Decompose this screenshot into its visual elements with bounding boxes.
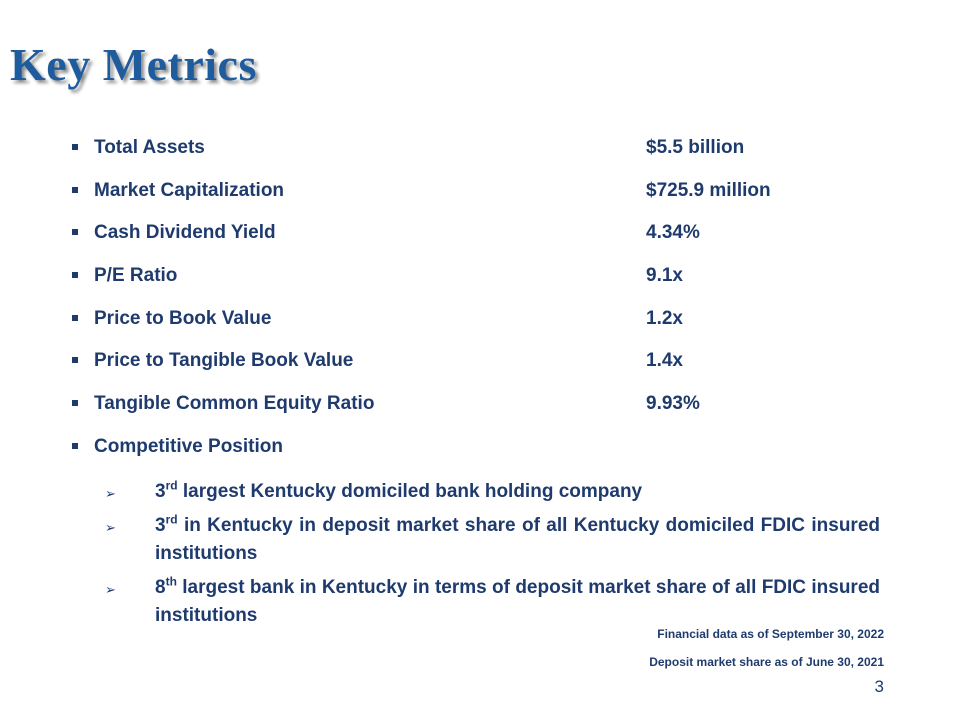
metrics-list: Total Assets $5.5 billion Market Capital…	[70, 137, 830, 479]
ordinal-suffix: rd	[165, 512, 178, 527]
metric-tangible-common-equity: Tangible Common Equity Ratio 9.93%	[70, 393, 830, 436]
square-bullet-icon	[72, 442, 78, 449]
metric-label: Price to Book Value	[94, 307, 272, 329]
square-bullet-icon	[72, 272, 78, 279]
square-bullet-icon	[72, 357, 78, 364]
metric-label: Price to Tangible Book Value	[94, 350, 354, 372]
metric-cash-dividend-yield: Cash Dividend Yield 4.34%	[70, 222, 830, 265]
metric-value: 9.1x	[646, 265, 683, 287]
footnote-deposit-share: Deposit market share as of June 30, 2021	[649, 655, 884, 669]
metric-label: Tangible Common Equity Ratio	[94, 393, 375, 415]
metric-value: 9.93%	[646, 393, 700, 415]
metric-label: Total Assets	[94, 137, 205, 158]
metric-label: Cash Dividend Yield	[94, 222, 276, 244]
square-bullet-icon	[72, 186, 78, 193]
item-text: in Kentucky in deposit market share of a…	[155, 515, 880, 564]
arrow-bullet-icon: ➢	[105, 520, 116, 535]
ordinal-number: 3	[155, 481, 166, 502]
metric-value: $725.9 million	[646, 179, 771, 201]
metric-market-capitalization: Market Capitalization $725.9 million	[70, 180, 830, 223]
ordinal-number: 8	[155, 577, 166, 598]
square-bullet-icon	[72, 229, 78, 236]
metric-value: 1.4x	[646, 350, 683, 372]
page-number: 3	[874, 677, 884, 696]
metric-label: Competitive Position	[94, 435, 283, 457]
ordinal-number: 3	[155, 515, 166, 536]
metric-price-to-book: Price to Book Value 1.2x	[70, 308, 830, 351]
footnote-financial-data: Financial data as of September 30, 2022	[657, 627, 884, 641]
metric-pe-ratio: P/E Ratio 9.1x	[70, 265, 830, 308]
slide-title: Key Metrics	[10, 39, 257, 90]
arrow-bullet-icon: ➢	[105, 486, 116, 501]
metric-value: $5.5 billion	[646, 137, 745, 158]
ordinal-suffix: rd	[165, 478, 178, 493]
list-item: ➢ 3rd largest Kentucky domiciled bank ho…	[105, 478, 880, 506]
list-item-text: 8th largest bank in Kentucky in terms of…	[155, 574, 880, 630]
ordinal-suffix: th	[165, 574, 177, 589]
item-text: largest Kentucky domiciled bank holding …	[177, 481, 643, 502]
list-item: ➢ 8th largest bank in Kentucky in terms …	[105, 574, 880, 630]
item-text: largest bank in Kentucky in terms of dep…	[155, 577, 880, 626]
square-bullet-icon	[72, 144, 78, 150]
competitive-position-list: ➢ 3rd largest Kentucky domiciled bank ho…	[105, 478, 880, 636]
list-item-text: 3rd in Kentucky in deposit market share …	[155, 512, 880, 568]
arrow-bullet-icon: ➢	[105, 582, 116, 597]
metric-price-to-tangible-book: Price to Tangible Book Value 1.4x	[70, 350, 830, 393]
metric-total-assets: Total Assets $5.5 billion	[70, 137, 830, 180]
list-item-text: 3rd largest Kentucky domiciled bank hold…	[155, 478, 880, 506]
metric-competitive-position: Competitive Position	[70, 436, 830, 479]
metric-value: 1.2x	[646, 307, 683, 329]
list-item: ➢ 3rd in Kentucky in deposit market shar…	[105, 512, 880, 568]
metric-label: Market Capitalization	[94, 179, 285, 201]
square-bullet-icon	[72, 314, 78, 321]
metric-label: P/E Ratio	[94, 265, 178, 287]
square-bullet-icon	[72, 400, 78, 407]
metric-value: 4.34%	[646, 222, 700, 244]
